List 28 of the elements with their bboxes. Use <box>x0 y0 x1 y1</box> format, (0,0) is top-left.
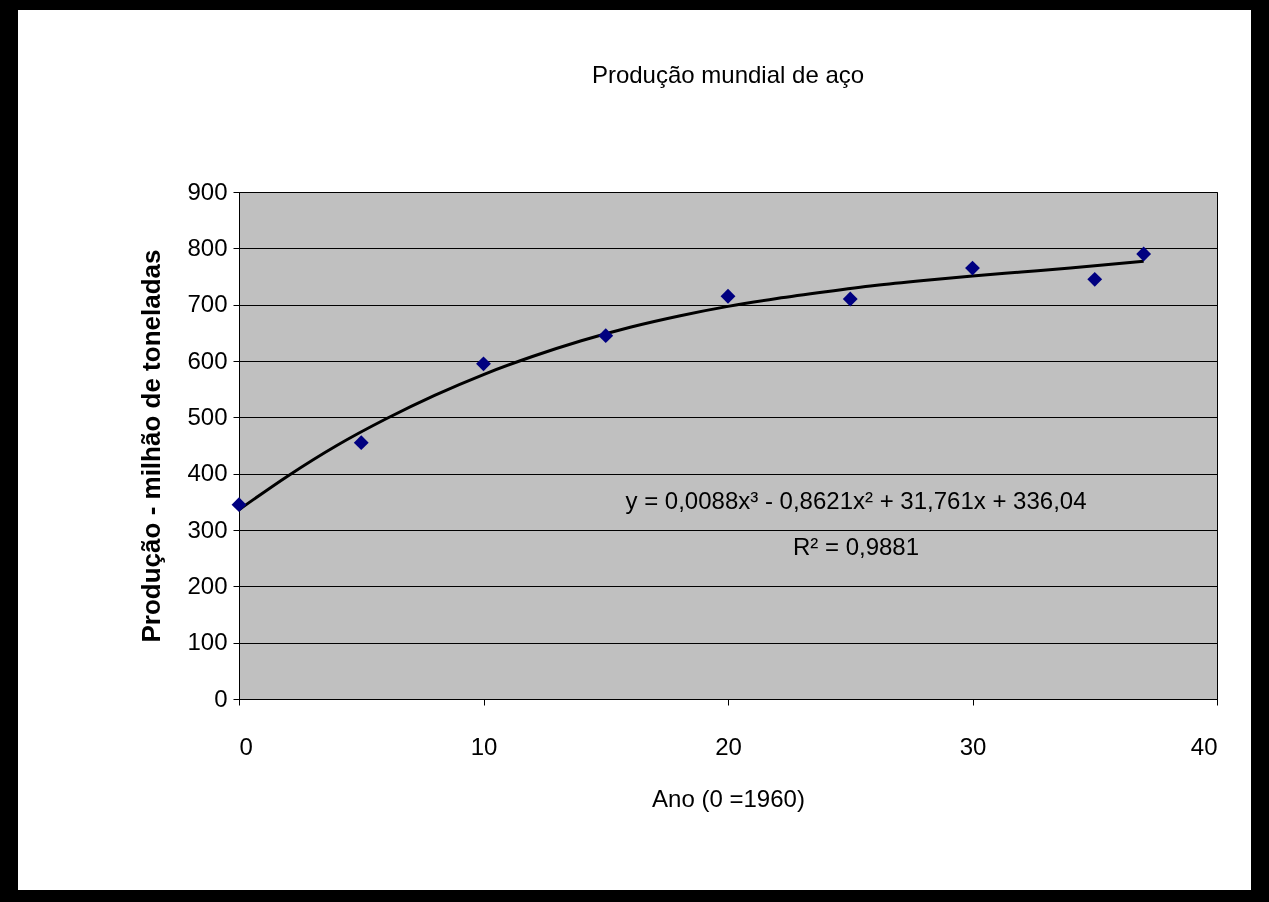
y-tick-label: 700 <box>187 290 228 318</box>
point <box>842 291 858 307</box>
y-tick-label: 300 <box>187 515 228 543</box>
x-tick-label: 20 <box>715 732 742 760</box>
annotation: y = 0,0088x³ - 0,8621x² + 31,761x + 336,04 <box>625 487 1087 514</box>
y-tick-label: 200 <box>187 571 228 599</box>
chart-title: Produção mundial de aço <box>591 61 865 88</box>
point <box>353 435 369 451</box>
y-tick-label: 400 <box>187 459 228 487</box>
x-tick-label: 0 <box>239 732 253 760</box>
point <box>231 497 247 513</box>
y-axis-title: Produção - milhão de toneladas <box>136 249 167 643</box>
y-tick-label: 500 <box>187 402 228 430</box>
x-axis-title: Ano (0 =1960) <box>652 784 805 812</box>
y-tick-label: 100 <box>187 628 228 656</box>
x-tick-label: 10 <box>470 732 498 760</box>
y-tick-label: 600 <box>187 346 228 374</box>
annotation: R² = 0,9881 <box>792 533 920 560</box>
y-tick-label: 800 <box>187 233 228 261</box>
point <box>720 288 736 304</box>
y-tick-label: 900 <box>187 177 228 205</box>
x-tick-label: 40 <box>1190 732 1218 760</box>
point <box>1136 246 1152 262</box>
x-tick-label: 30 <box>959 732 987 760</box>
y-tick-label: 0 <box>214 684 228 712</box>
point <box>1087 271 1103 287</box>
point <box>598 328 614 344</box>
point <box>476 356 491 372</box>
